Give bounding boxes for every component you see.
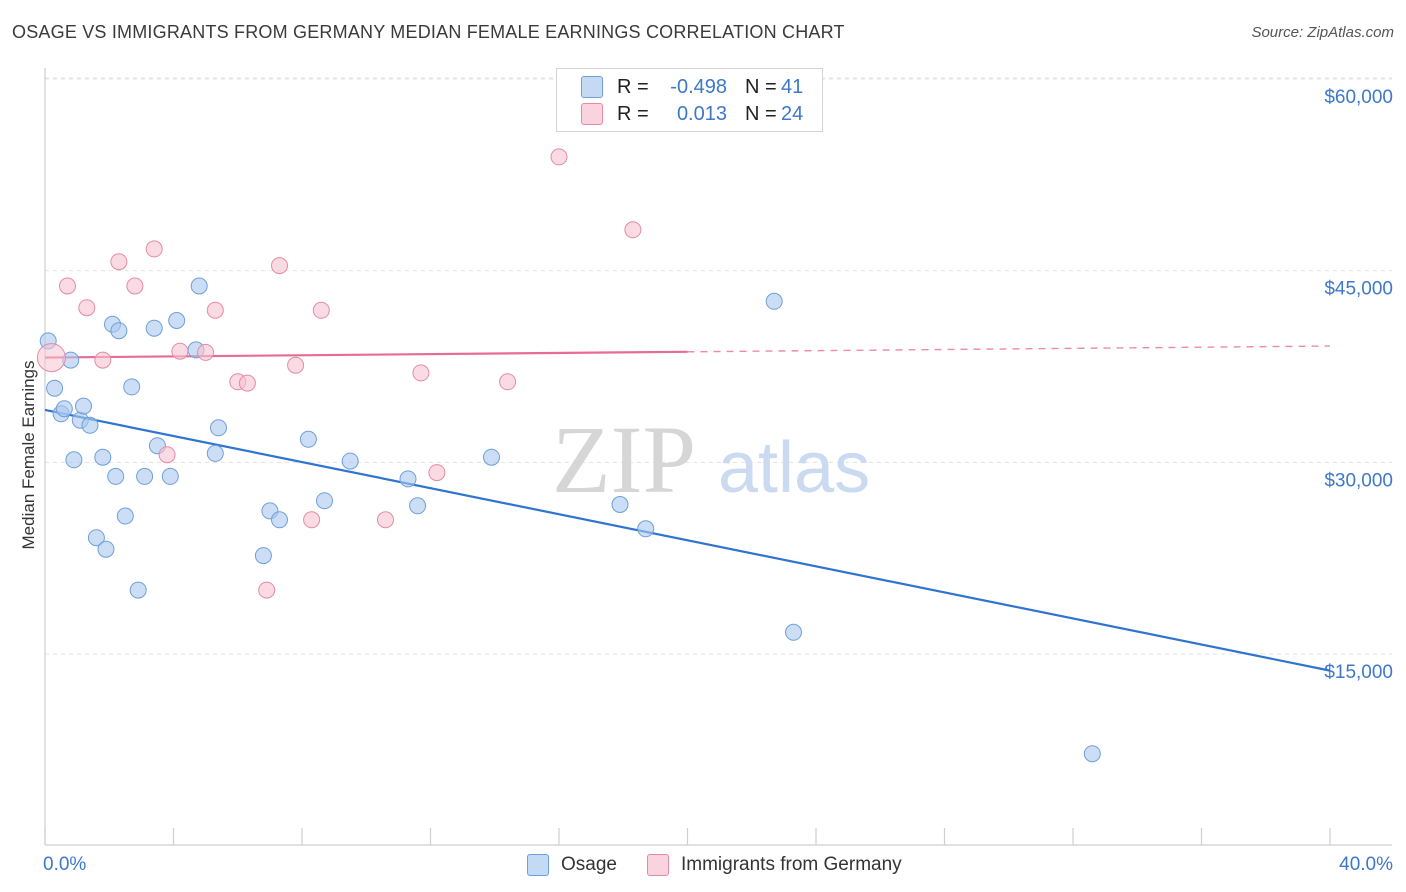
legend-item-germany[interactable]: Immigrants from Germany bbox=[647, 852, 902, 878]
data-point bbox=[145, 240, 163, 258]
legend-item-osage[interactable]: Osage bbox=[527, 852, 617, 878]
data-point bbox=[158, 446, 176, 464]
r-value: -0.498 bbox=[670, 75, 727, 98]
data-point bbox=[206, 301, 224, 319]
watermark-atlas: atlas bbox=[718, 428, 870, 508]
data-points bbox=[36, 148, 1101, 763]
x-tick-label: 0.0% bbox=[43, 854, 86, 875]
data-point bbox=[611, 496, 629, 513]
legend-swatch-osage bbox=[527, 854, 549, 876]
source-label: Source: ZipAtlas.com bbox=[1251, 24, 1394, 41]
data-point bbox=[428, 464, 446, 482]
y-tick-label: $45,000 bbox=[1324, 279, 1393, 300]
data-point bbox=[303, 511, 321, 529]
series-germany bbox=[36, 148, 642, 599]
trend-lines bbox=[44, 345, 1331, 672]
data-point bbox=[190, 277, 208, 295]
data-point bbox=[94, 351, 112, 369]
data-point bbox=[55, 400, 73, 418]
data-point bbox=[550, 148, 568, 166]
watermark: ZIP atlas bbox=[552, 406, 870, 513]
trend-line-osage bbox=[44, 408, 1331, 672]
data-point bbox=[637, 520, 655, 538]
legend-swatch-osage bbox=[581, 76, 603, 98]
legend-swatch-germany bbox=[647, 854, 669, 876]
data-point bbox=[78, 299, 96, 317]
data-point bbox=[483, 448, 500, 466]
data-point bbox=[110, 322, 128, 340]
legend-row-osage: R = -0.498 N = 41 bbox=[581, 75, 803, 99]
n-label: N = bbox=[745, 102, 777, 125]
series-osage bbox=[39, 277, 1101, 763]
data-point bbox=[136, 467, 154, 485]
data-point bbox=[75, 397, 92, 415]
watermark-zip: ZIP bbox=[552, 406, 696, 513]
data-point bbox=[197, 343, 215, 361]
data-point bbox=[271, 257, 288, 275]
data-point bbox=[409, 497, 427, 515]
data-point bbox=[312, 301, 330, 319]
data-point bbox=[65, 451, 83, 469]
data-point bbox=[123, 378, 141, 396]
y-tick-label: $60,000 bbox=[1324, 87, 1393, 108]
data-point bbox=[161, 467, 179, 485]
grid-lines bbox=[45, 77, 1392, 655]
correlation-legend: R = -0.498 N = 41 R = 0.013 N = 24 bbox=[556, 68, 823, 132]
data-point bbox=[59, 277, 76, 295]
n-value: 41 bbox=[781, 75, 804, 98]
data-point bbox=[129, 581, 147, 599]
data-point bbox=[238, 374, 256, 392]
data-point bbox=[287, 356, 305, 374]
data-point bbox=[116, 507, 134, 525]
data-point bbox=[399, 470, 417, 488]
legend-swatch-germany bbox=[581, 103, 603, 125]
data-point bbox=[765, 292, 783, 310]
data-point bbox=[254, 547, 272, 565]
data-point bbox=[168, 312, 186, 329]
r-label: R = bbox=[617, 102, 649, 125]
data-point bbox=[499, 373, 517, 391]
trend-line-extension bbox=[687, 345, 1331, 353]
y-tick-label: $15,000 bbox=[1324, 662, 1393, 683]
y-tick-label: $30,000 bbox=[1324, 470, 1393, 491]
data-point bbox=[110, 253, 128, 271]
y-axis-label: Median Female Earnings bbox=[19, 361, 38, 550]
r-value: 0.013 bbox=[676, 102, 727, 125]
data-point bbox=[271, 511, 288, 529]
data-point bbox=[341, 452, 359, 470]
legend-row-germany: R = 0.013 N = 24 bbox=[581, 102, 803, 126]
legend-label-osage: Osage bbox=[561, 854, 617, 875]
data-point bbox=[206, 444, 224, 462]
data-point bbox=[258, 581, 276, 599]
data-point bbox=[412, 364, 430, 382]
data-point bbox=[316, 492, 333, 510]
n-label: N = bbox=[745, 75, 777, 98]
data-point bbox=[377, 511, 394, 529]
trend-line-germany bbox=[44, 350, 688, 359]
data-point bbox=[210, 419, 227, 437]
n-value: 24 bbox=[781, 102, 804, 125]
data-point bbox=[126, 277, 144, 295]
data-point bbox=[46, 379, 64, 397]
data-point bbox=[36, 343, 66, 373]
data-point bbox=[81, 416, 99, 434]
data-point bbox=[624, 221, 642, 239]
chart-title: OSAGE VS IMMIGRANTS FROM GERMANY MEDIAN … bbox=[12, 22, 845, 42]
legend-label-germany: Immigrants from Germany bbox=[681, 854, 902, 875]
data-point bbox=[171, 342, 189, 360]
r-label: R = bbox=[617, 75, 649, 98]
x-tick-label: 40.0% bbox=[1339, 854, 1393, 875]
data-point bbox=[1083, 745, 1101, 763]
data-point bbox=[94, 448, 112, 466]
data-point bbox=[97, 540, 115, 558]
axes: $15,000 $30,000 $45,000 $60,000 0.0% 40.0% bbox=[43, 68, 1393, 875]
data-point bbox=[785, 623, 802, 641]
data-point bbox=[299, 430, 317, 448]
data-point bbox=[145, 319, 163, 337]
data-point bbox=[107, 467, 125, 485]
data-point bbox=[87, 529, 105, 547]
